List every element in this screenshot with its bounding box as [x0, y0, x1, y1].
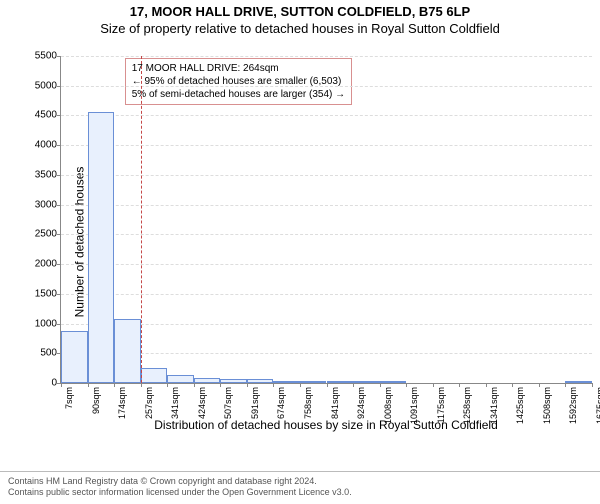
- histogram-bar: [114, 319, 141, 383]
- y-tick-label: 500: [40, 348, 61, 359]
- x-tick-label: 674sqm: [276, 387, 286, 419]
- histogram-bar: [220, 379, 247, 383]
- x-tick-label: 174sqm: [117, 387, 127, 419]
- chart-title-line2: Size of property relative to detached ho…: [0, 21, 600, 36]
- x-tick-mark: [353, 383, 354, 387]
- footer-line-1: Contains HM Land Registry data © Crown c…: [8, 476, 592, 487]
- chart-container: Number of detached houses 17 MOOR HALL D…: [0, 50, 600, 434]
- x-tick-mark: [61, 383, 62, 387]
- x-tick-label: 507sqm: [223, 387, 233, 419]
- y-tick-label: 1500: [35, 288, 61, 299]
- histogram-bar: [380, 381, 407, 383]
- y-tick-label: 4500: [35, 110, 61, 121]
- histogram-bar: [353, 381, 380, 383]
- x-tick-mark: [247, 383, 248, 387]
- histogram-bar: [565, 381, 592, 383]
- x-tick-mark: [486, 383, 487, 387]
- y-tick-label: 0: [51, 378, 61, 389]
- y-tick-label: 4000: [35, 140, 61, 151]
- x-axis-label: Distribution of detached houses by size …: [60, 418, 592, 432]
- y-tick-label: 2500: [35, 229, 61, 240]
- histogram-bar: [61, 331, 88, 383]
- x-tick-mark: [327, 383, 328, 387]
- histogram-bar: [327, 381, 354, 383]
- x-tick-mark: [114, 383, 115, 387]
- x-tick-mark: [300, 383, 301, 387]
- x-tick-mark: [592, 383, 593, 387]
- x-tick-mark: [273, 383, 274, 387]
- x-tick-mark: [194, 383, 195, 387]
- x-tick-mark: [539, 383, 540, 387]
- histogram-bar: [141, 368, 168, 383]
- marker-line: [141, 56, 142, 383]
- y-tick-label: 2000: [35, 259, 61, 270]
- x-tick-mark: [88, 383, 89, 387]
- x-tick-mark: [141, 383, 142, 387]
- marker-info-box: 17 MOOR HALL DRIVE: 264sqm ← 95% of deta…: [125, 58, 352, 105]
- x-tick-label: 841sqm: [330, 387, 340, 419]
- histogram-bar: [167, 375, 194, 383]
- x-tick-mark: [459, 383, 460, 387]
- plot-area: 17 MOOR HALL DRIVE: 264sqm ← 95% of deta…: [60, 56, 592, 384]
- attribution-footer: Contains HM Land Registry data © Crown c…: [0, 471, 600, 504]
- x-tick-label: 424sqm: [197, 387, 207, 419]
- x-tick-mark: [220, 383, 221, 387]
- histogram-bar: [88, 112, 115, 383]
- x-tick-label: 758sqm: [303, 387, 313, 419]
- y-tick-label: 3500: [35, 169, 61, 180]
- histogram-bar: [300, 381, 327, 383]
- x-tick-mark: [433, 383, 434, 387]
- chart-title-line1: 17, MOOR HALL DRIVE, SUTTON COLDFIELD, B…: [0, 4, 600, 19]
- histogram-bar: [273, 381, 300, 383]
- y-tick-label: 5500: [35, 51, 61, 62]
- y-tick-label: 1000: [35, 318, 61, 329]
- info-line-3: 5% of semi-detached houses are larger (3…: [132, 88, 345, 101]
- histogram-bar: [247, 379, 274, 383]
- x-tick-mark: [512, 383, 513, 387]
- info-line-1: 17 MOOR HALL DRIVE: 264sqm: [132, 62, 345, 75]
- x-tick-mark: [565, 383, 566, 387]
- x-tick-label: 7sqm: [64, 387, 74, 409]
- footer-line-2: Contains public sector information licen…: [8, 487, 592, 498]
- histogram-bar: [194, 378, 221, 383]
- x-tick-label: 341sqm: [170, 387, 180, 419]
- x-tick-mark: [406, 383, 407, 387]
- x-tick-label: 257sqm: [144, 387, 154, 419]
- x-tick-label: 1675sqm: [595, 387, 600, 424]
- x-tick-mark: [380, 383, 381, 387]
- x-tick-mark: [167, 383, 168, 387]
- y-tick-label: 5000: [35, 80, 61, 91]
- x-tick-label: 90sqm: [91, 387, 101, 414]
- x-tick-label: 924sqm: [356, 387, 366, 419]
- y-tick-label: 3000: [35, 199, 61, 210]
- x-tick-label: 591sqm: [250, 387, 260, 419]
